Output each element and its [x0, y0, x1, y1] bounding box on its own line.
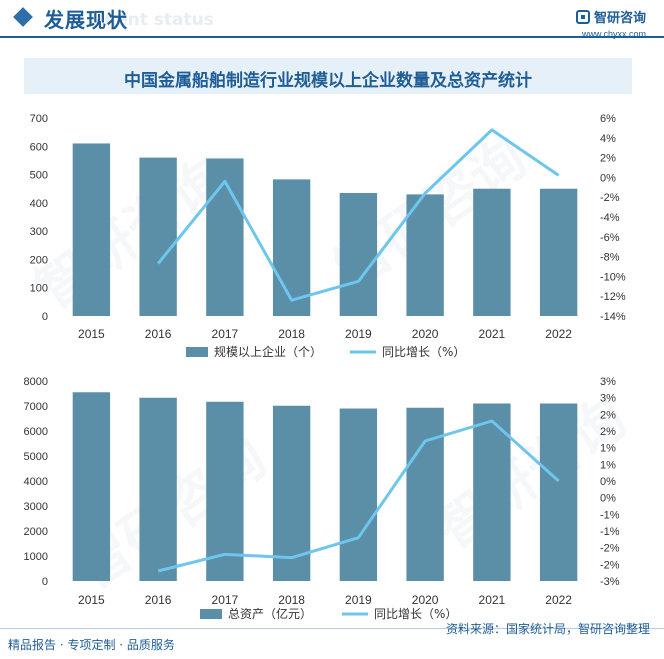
category-label: 2020: [412, 593, 439, 607]
bar: [406, 407, 444, 581]
chart-title-band: 中国金属船舶制造行业规模以上企业数量及总资产统计: [24, 58, 632, 94]
category-label: 2015: [78, 593, 105, 607]
right-axis-tick: 2%: [600, 426, 616, 438]
right-axis-tick: 6%: [600, 113, 616, 125]
right-axis-tick: 2%: [600, 409, 616, 421]
category-label: 2020: [412, 327, 439, 341]
category-label: 2018: [278, 593, 305, 607]
bar: [473, 188, 511, 316]
right-axis-tick: -6%: [600, 232, 620, 244]
right-axis-tick: -10%: [600, 271, 626, 283]
brand-name: 智研咨询: [593, 11, 646, 26]
bar: [272, 405, 311, 581]
brand-logo-icon: [575, 9, 590, 24]
left-axis-tick: 8000: [24, 376, 48, 388]
left-axis-tick: 1000: [24, 551, 48, 563]
bar: [72, 392, 111, 581]
right-axis-tick: -2%: [600, 543, 620, 555]
category-label: 2016: [145, 327, 172, 341]
right-axis-tick: -3%: [600, 576, 620, 588]
category-label: 2021: [479, 593, 506, 607]
left-axis-tick: 4000: [24, 476, 48, 488]
right-axis-tick: -1%: [600, 526, 620, 538]
footer-divider: [0, 628, 664, 629]
left-axis-tick: 0: [42, 311, 48, 323]
category-label: 2019: [345, 327, 372, 341]
right-axis-tick: 0%: [600, 476, 616, 488]
category-label: 2016: [145, 593, 172, 607]
left-axis-tick: 400: [30, 198, 48, 210]
growth-line: [157, 419, 560, 573]
left-axis-tick: 300: [30, 226, 48, 238]
legend-line-label: 同比增长（%）: [382, 345, 465, 359]
page-header: nent status 发展现状 智研咨询 www.chyxx.com: [0, 0, 664, 39]
bar: [339, 408, 378, 581]
header-watermark: nent status: [104, 10, 214, 30]
right-axis-tick: 0%: [600, 493, 616, 505]
right-axis-tick: 1%: [600, 459, 616, 471]
section-title: 发展现状: [44, 8, 128, 32]
footer-tagline: 精品报告 · 专项定制 · 品质服务: [8, 638, 175, 652]
bar: [206, 158, 244, 316]
right-axis-tick: -8%: [600, 252, 620, 264]
left-axis-tick: 0: [42, 576, 48, 588]
legend-bar-swatch: [200, 609, 222, 619]
bar: [339, 192, 378, 316]
bar: [473, 403, 511, 581]
right-axis-tick: -2%: [600, 192, 620, 204]
right-axis-tick: 3%: [600, 376, 616, 388]
left-axis-tick: 5000: [24, 451, 48, 463]
left-axis-tick: 2000: [24, 526, 48, 538]
category-label: 2021: [479, 327, 506, 341]
brand: 智研咨询 www.chyxx.com: [575, 6, 646, 39]
left-axis-tick: 6000: [24, 426, 48, 438]
category-label: 2015: [78, 327, 105, 341]
growth-line: [156, 128, 560, 302]
legend-bar-swatch: [186, 347, 208, 357]
right-axis-tick: 2%: [600, 153, 616, 165]
data-source: 资料来源：国家统计局，智研咨询整理: [445, 622, 650, 636]
left-axis-tick: 3000: [24, 501, 48, 513]
right-axis-tick: -12%: [600, 291, 626, 303]
brand-url: www.chyxx.com: [581, 29, 646, 39]
bar: [406, 194, 444, 316]
legend-bar-label: 总资产（亿元）: [228, 606, 312, 621]
legend-bar-label: 规模以上企业（个）: [214, 344, 322, 359]
category-label: 2017: [212, 593, 239, 607]
right-axis-tick: 1%: [600, 443, 616, 455]
right-axis-tick: -14%: [600, 311, 626, 323]
bar: [139, 157, 177, 316]
left-axis-tick: 600: [30, 141, 48, 153]
category-label: 2022: [545, 593, 572, 607]
left-axis-tick: 500: [30, 170, 48, 182]
bar: [206, 401, 244, 581]
category-label: 2018: [278, 327, 305, 341]
left-axis-tick: 100: [30, 283, 48, 295]
left-axis-tick: 7000: [24, 401, 48, 413]
right-axis-tick: -1%: [600, 509, 620, 521]
bar: [539, 403, 578, 581]
category-label: 2019: [345, 593, 372, 607]
bar: [539, 188, 578, 316]
bar: [272, 179, 311, 316]
left-axis-tick: 700: [30, 113, 48, 125]
category-label: 2022: [545, 327, 572, 341]
right-axis-tick: 4%: [600, 133, 616, 145]
right-axis-tick: -4%: [600, 212, 620, 224]
bar: [72, 143, 111, 316]
right-axis-tick: 3%: [600, 393, 616, 405]
header-divider: [0, 36, 664, 38]
right-axis-tick: -2%: [600, 559, 620, 571]
bar: [139, 397, 177, 581]
right-axis-tick: 0%: [600, 172, 616, 184]
category-label: 2017: [212, 327, 239, 341]
chart-title: 中国金属船舶制造行业规模以上企业数量及总资产统计: [124, 71, 532, 91]
left-axis-tick: 200: [30, 254, 48, 266]
legend-line-label: 同比增长（%）: [374, 607, 457, 621]
